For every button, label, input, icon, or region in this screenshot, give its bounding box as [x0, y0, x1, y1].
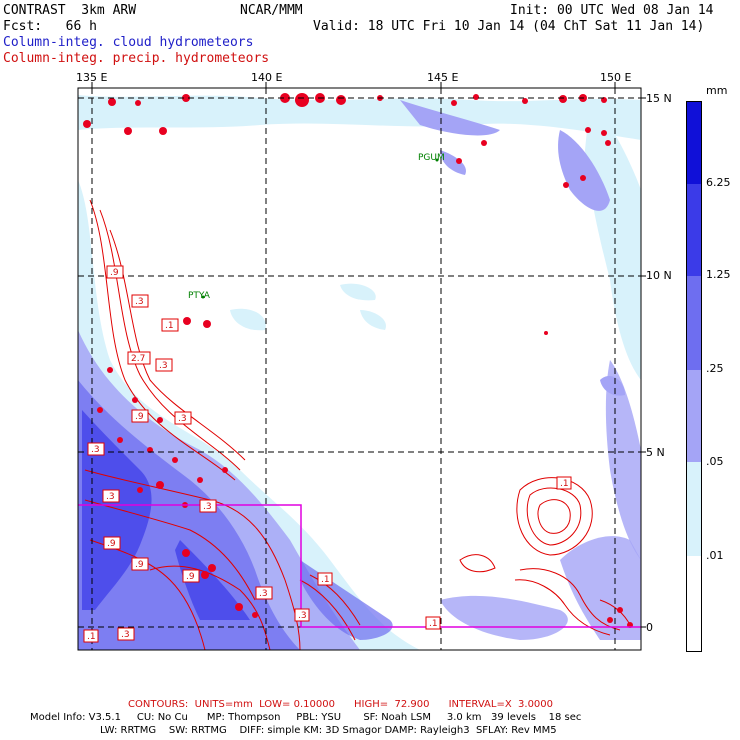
legend-level-0-01: .01	[706, 549, 724, 562]
lat-label-0: 0	[646, 621, 653, 634]
model-info-line1: Model Info: V3.5.1 CU: No Cu MP: Thompso…	[30, 712, 582, 723]
contour-label: .1	[87, 632, 96, 642]
legend-swatch-4	[687, 370, 701, 462]
lon-label-145: 145 E	[427, 71, 459, 84]
init-time: Init: 00 UTC Wed 08 Jan 14	[510, 3, 714, 18]
legend-level-6-25: 6.25	[706, 176, 731, 189]
contour-label: .9	[186, 572, 195, 582]
contour-labels: .9 .3 .1 2.7 .3 .9 .3 .3 .3 .9 .9 .9 .3 …	[83, 265, 572, 643]
contour-label: .3	[91, 445, 100, 455]
axis-ticks	[91, 82, 646, 628]
lon-label-135: 135 E	[76, 71, 108, 84]
contour-label: .3	[203, 502, 212, 512]
field-cloud-label: Column-integ. cloud hydrometeors	[3, 35, 254, 50]
lon-label-140: 140 E	[251, 71, 283, 84]
contour-label: .3	[298, 611, 307, 621]
contour-label: .1	[165, 321, 174, 331]
precip-cells	[83, 93, 633, 628]
map-frame	[77, 87, 642, 651]
contour-label: .3	[178, 414, 187, 424]
lat-label-5n: 5 N	[646, 446, 665, 459]
legend-swatch-5	[687, 462, 701, 556]
contour-label: .9	[107, 539, 116, 549]
valid-time: Valid: 18 UTC Fri 10 Jan 14 (04 ChT Sat …	[313, 19, 705, 34]
contour-label: .9	[110, 268, 119, 278]
legend-colorbar	[686, 101, 702, 652]
legend-swatch-1	[687, 102, 701, 184]
contour-label: .3	[121, 630, 130, 640]
cloud-shading	[78, 95, 641, 650]
precip-contours	[84, 199, 631, 650]
contour-label: .1	[429, 619, 438, 629]
contour-info: CONTOURS: UNITS=mm LOW= 0.10000 HIGH= 72…	[128, 699, 554, 710]
contour-label: .3	[106, 492, 115, 502]
center-title: NCAR/MMM	[240, 3, 303, 18]
field-precip-label: Column-integ. precip. hydrometeors	[3, 51, 270, 66]
lon-label-150: 150 E	[600, 71, 632, 84]
station-pgum: PGUM	[418, 153, 445, 163]
contour-label: .3	[259, 589, 268, 599]
forecast-hour: Fcst: 66 h	[3, 19, 97, 34]
legend-swatch-2	[687, 184, 701, 276]
station-ptya: PTYA	[188, 291, 211, 301]
model-info-line2: LW: RRTMG SW: RRTMG DIFF: simple KM: 3D …	[100, 725, 557, 736]
inner-domain-outline	[78, 504, 641, 628]
contour-label: .9	[135, 560, 144, 570]
model-title: CONTRAST 3km ARW	[3, 3, 137, 18]
legend-level-1-25: 1.25	[706, 268, 731, 281]
contour-label: 2.7	[131, 354, 145, 364]
contour-label: .1	[560, 479, 569, 489]
contour-label: .1	[321, 575, 330, 585]
legend-level-0-25: .25	[706, 362, 724, 375]
legend-unit: mm	[706, 84, 728, 97]
lat-label-10n: 10 N	[646, 269, 672, 282]
contour-label: .3	[135, 297, 144, 307]
lat-label-15n: 15 N	[646, 92, 672, 105]
legend-level-0-05: .05	[706, 455, 724, 468]
contour-label: .3	[159, 361, 168, 371]
contour-label: .9	[135, 412, 144, 422]
legend-swatch-3	[687, 276, 701, 370]
legend-swatch-6	[687, 556, 701, 651]
